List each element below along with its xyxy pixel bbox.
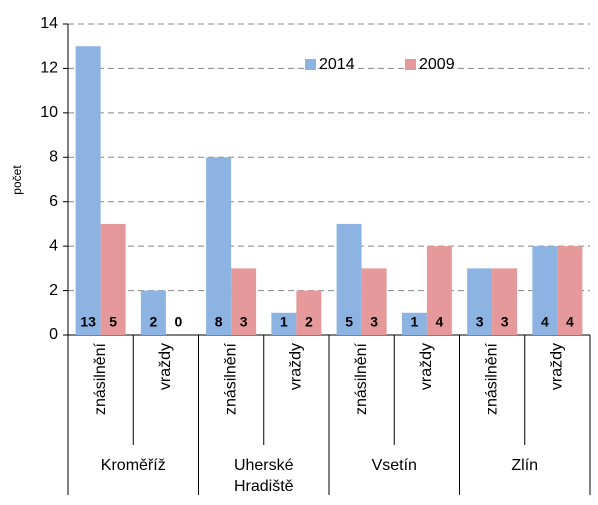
data-label: 3: [370, 314, 378, 330]
x-tick-label: vraždy: [549, 343, 566, 390]
group-label: Kroměříž: [101, 457, 166, 474]
group-label: Uherské Hradiště: [234, 457, 294, 495]
x-tick-label: vraždy: [288, 343, 305, 390]
data-label: 0: [174, 314, 182, 330]
bar: [492, 268, 518, 335]
bar: [140, 290, 166, 335]
legend-label: 2009: [419, 56, 455, 73]
bar: [401, 312, 427, 335]
bar: [361, 268, 387, 335]
x-tick-label: znásilnění: [92, 342, 109, 415]
bar: [231, 268, 257, 335]
data-label: 5: [109, 314, 117, 330]
y-tick-label: 14: [40, 15, 58, 32]
y-tick-label: 6: [49, 193, 58, 210]
y-tick-label: 12: [40, 60, 58, 77]
data-label: 4: [435, 314, 443, 330]
data-label: 2: [305, 314, 313, 330]
bar: [296, 290, 322, 335]
data-label: 4: [541, 314, 549, 330]
data-label: 5: [345, 314, 353, 330]
y-axis-label: počet: [10, 165, 24, 195]
x-tick-label: znásilnění: [222, 342, 239, 415]
bar: [336, 223, 362, 335]
y-tick-label: 4: [49, 237, 58, 254]
group-label: Vsetín: [372, 457, 417, 474]
group-label-line: Uherské: [234, 457, 294, 474]
legend-label: 2014: [319, 56, 355, 73]
bar: [75, 46, 101, 335]
x-tick-label: znásilnění: [483, 342, 500, 415]
group-label-line: Hradiště: [234, 478, 294, 495]
data-label: 3: [240, 314, 248, 330]
group-label: Zlín: [511, 457, 538, 474]
x-tick-label: vraždy: [157, 343, 174, 390]
data-label: 8: [215, 314, 223, 330]
y-tick-label: 10: [40, 104, 58, 121]
legend-swatch: [405, 59, 416, 70]
data-label: 4: [566, 314, 574, 330]
data-label: 1: [280, 314, 288, 330]
y-tick-label: 0: [49, 326, 58, 343]
bar: [532, 246, 558, 335]
bar: [426, 246, 452, 335]
data-label: 2: [149, 314, 157, 330]
x-tick-label: znásilnění: [353, 342, 370, 415]
bar: [100, 223, 126, 335]
data-label: 3: [476, 314, 484, 330]
legend-swatch: [305, 59, 316, 70]
data-label: 1: [410, 314, 418, 330]
x-tick-label: vraždy: [418, 343, 435, 390]
bar: [206, 157, 232, 335]
data-label: 3: [501, 314, 509, 330]
y-tick-label: 8: [49, 149, 58, 166]
data-label: 13: [80, 314, 96, 330]
bar: [271, 312, 297, 335]
bar: [467, 268, 493, 335]
bar: [557, 246, 583, 335]
y-tick-label: 2: [49, 282, 58, 299]
